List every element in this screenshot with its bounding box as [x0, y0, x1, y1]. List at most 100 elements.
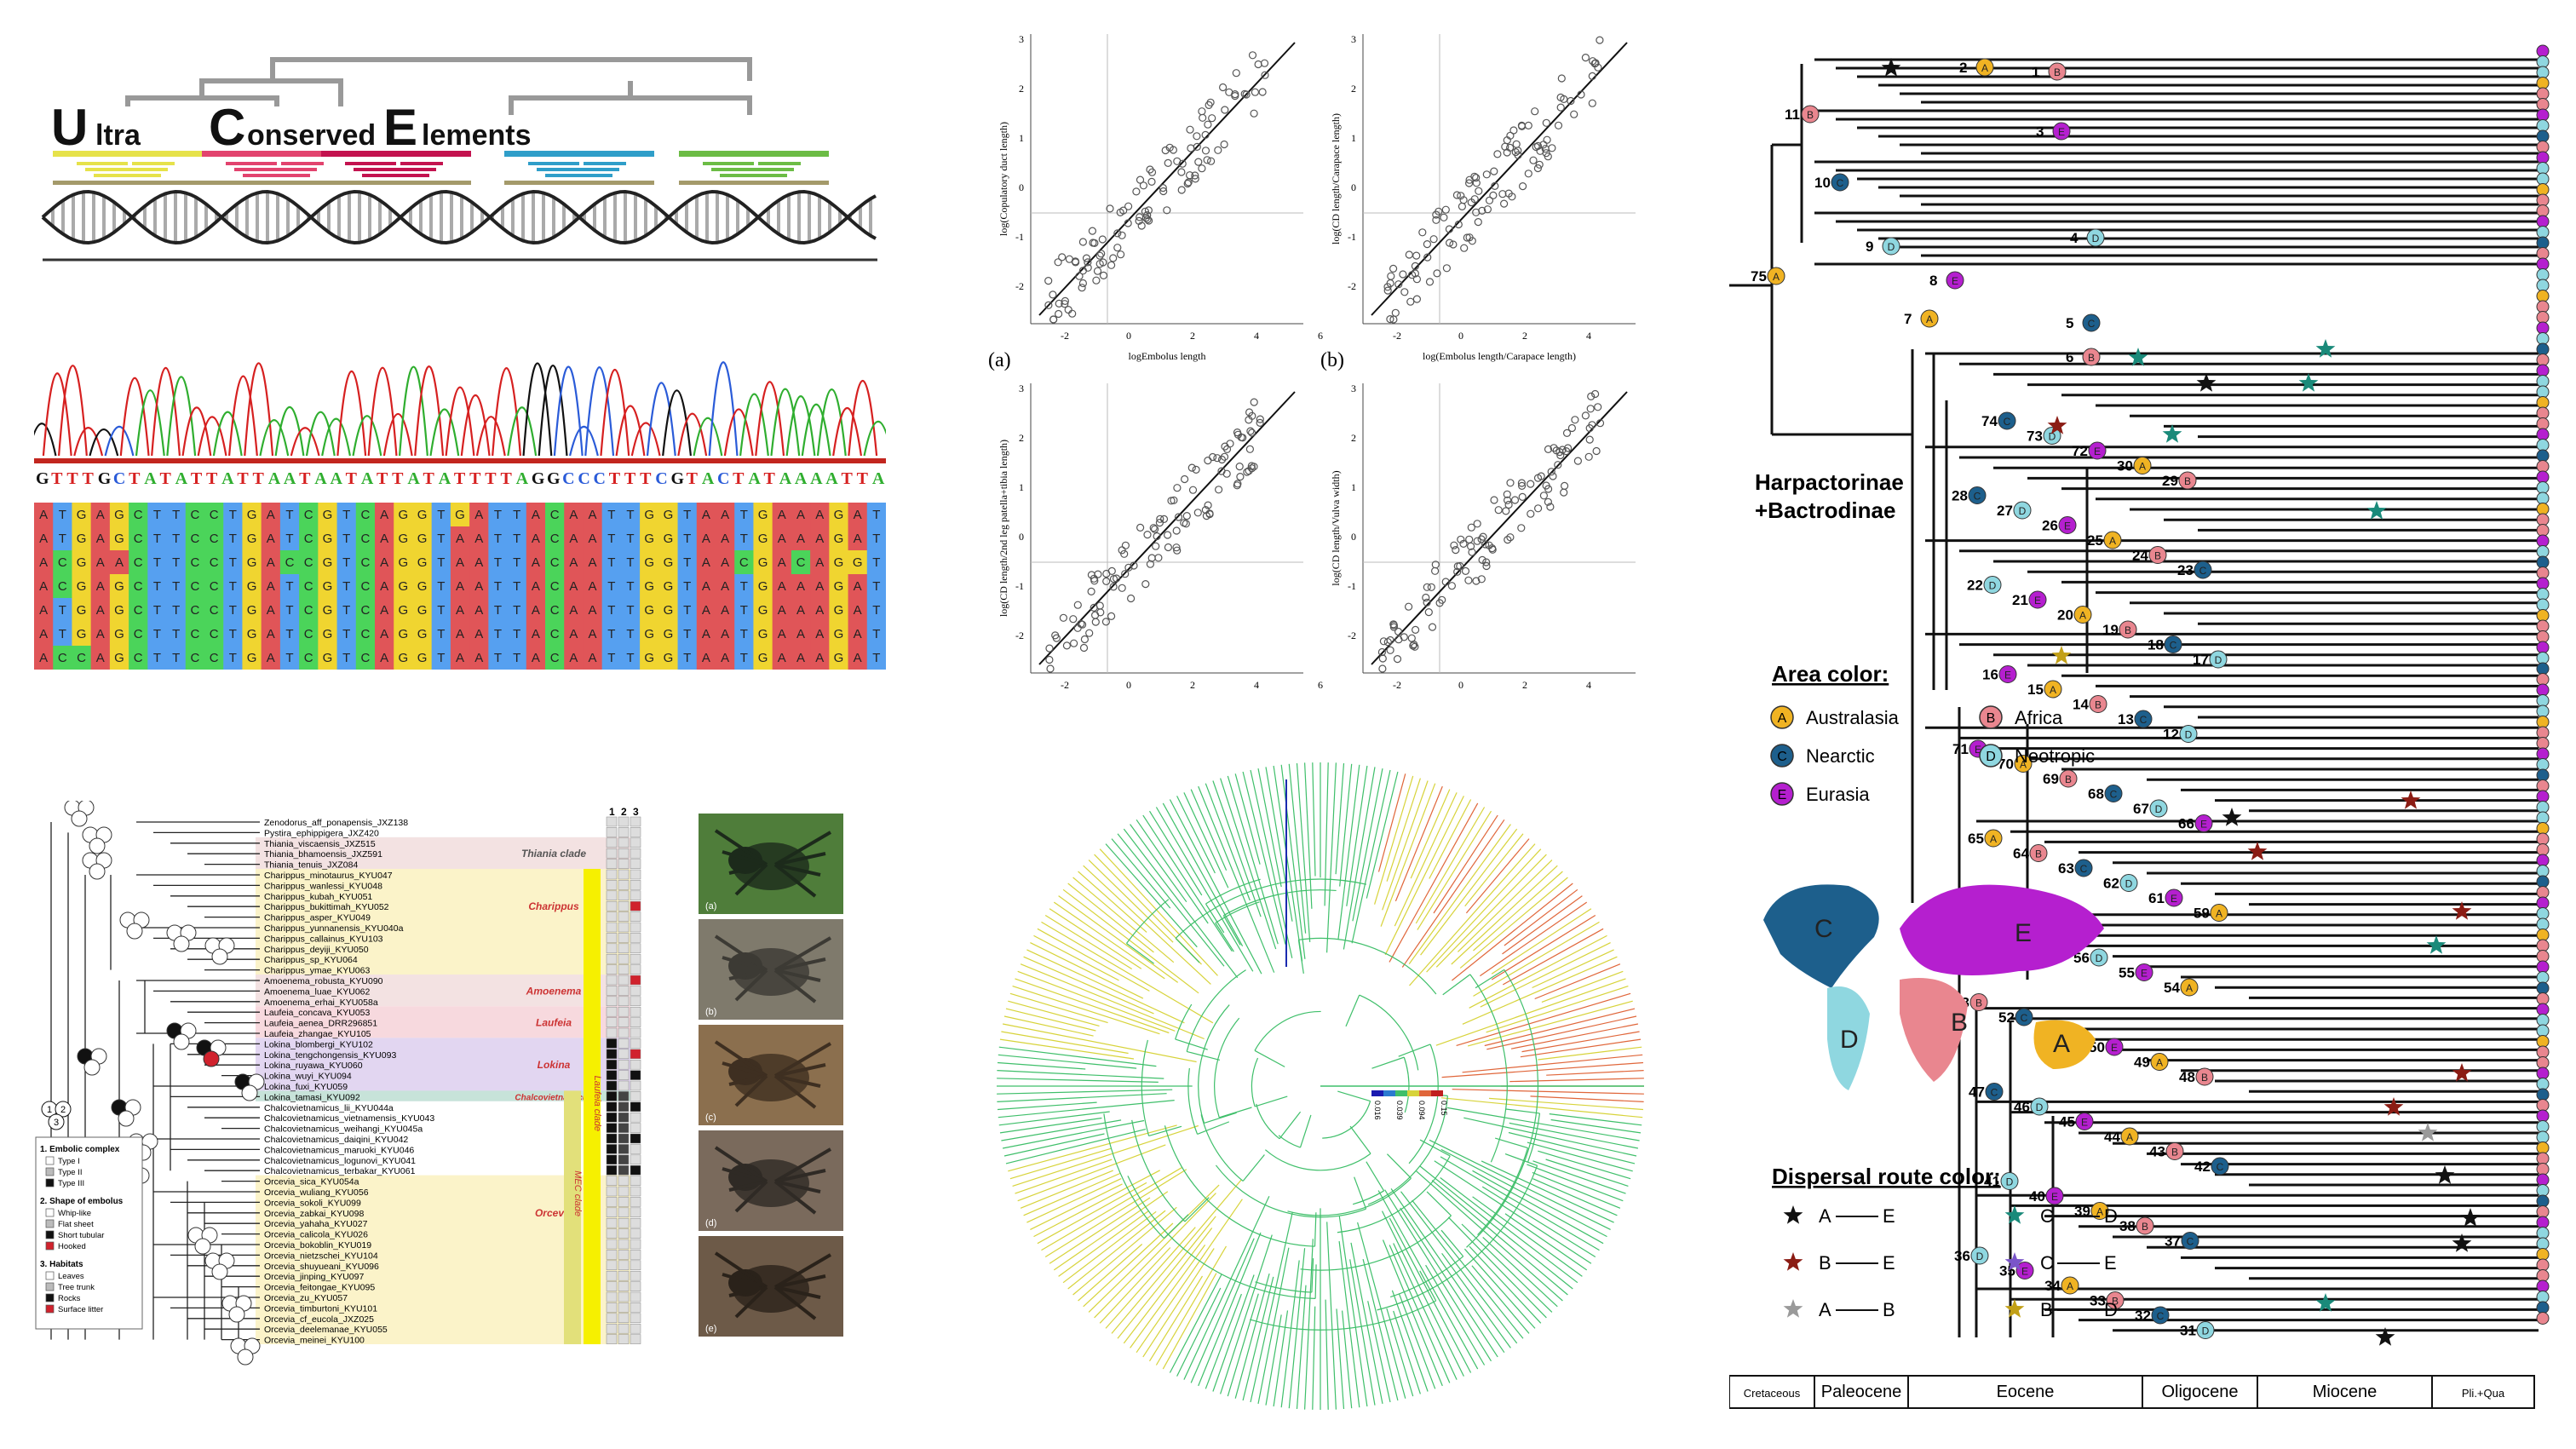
tip-branch — [1459, 877, 1568, 969]
tip-area-dot — [2536, 683, 2550, 697]
y-tick-label: -1 — [1348, 231, 1356, 243]
data-point — [1231, 91, 1239, 101]
alignment-base: T — [607, 532, 615, 546]
data-point — [1220, 140, 1228, 149]
alignment-base: T — [740, 651, 748, 665]
reference-base: G — [98, 469, 112, 488]
alignment-base: T — [229, 579, 237, 594]
reference-base: A — [779, 469, 792, 488]
alignment-base: T — [342, 603, 350, 618]
taxon-label: Orcevia_wuliang_KYU056 — [264, 1187, 369, 1198]
taxon-label: Zenodorus_aff_ponapensis_JXZ138 — [264, 818, 408, 828]
internal-branch — [1419, 1139, 1451, 1157]
data-point — [1124, 202, 1133, 210]
tip-area-dot — [2536, 832, 2550, 846]
alignment-cell — [791, 598, 811, 622]
tip-branch — [997, 1089, 1173, 1095]
alignment-cell — [545, 598, 565, 622]
alignment-cell — [431, 598, 451, 622]
map-australasia — [2033, 1020, 2096, 1069]
column-header: 3 — [633, 806, 639, 818]
alignment-base: G — [323, 603, 333, 618]
scatter-panel: -2 0 2 4 6 -2 -1 0 1 2 3 logEmbolus length log(Copul… — [980, 26, 1655, 721]
tip-branch — [1521, 1031, 1640, 1053]
clade-label: Charippus — [528, 900, 579, 912]
data-point — [1170, 496, 1178, 504]
data-point — [1101, 618, 1111, 626]
alignment-base: G — [114, 532, 124, 546]
trait-cell — [630, 816, 641, 827]
internal-branch — [1419, 1270, 1437, 1302]
tip-area-dot — [2536, 1099, 2550, 1112]
trait-cell — [606, 890, 618, 901]
alignment-cell — [677, 526, 698, 550]
alignment-cell — [658, 503, 679, 526]
reference-base: A — [221, 469, 234, 488]
trait-cell — [606, 827, 618, 837]
data-point — [1442, 264, 1452, 273]
tip-branch — [1339, 763, 1353, 887]
alignment-base: C — [210, 555, 219, 570]
spider-leg — [774, 1169, 826, 1183]
tip-area-dot — [2536, 619, 2550, 633]
node-number: 12 — [2163, 727, 2179, 743]
reference-base: A — [314, 469, 327, 488]
alignment-base: G — [114, 603, 124, 618]
alignment-cell — [583, 550, 603, 574]
data-point — [1136, 175, 1145, 184]
alignment-cell — [677, 574, 698, 598]
tip-branch — [1198, 1232, 1262, 1387]
trait-cell — [606, 1281, 618, 1291]
trait-cell — [630, 943, 641, 954]
alignment-base: T — [740, 603, 748, 618]
trait-cell — [606, 1101, 618, 1113]
data-point — [1073, 601, 1082, 609]
node-area-letter: E — [2200, 819, 2207, 831]
trait-cell — [618, 922, 630, 933]
taxon-label: Charippus_wanlessi_KYU048 — [264, 881, 382, 891]
alignment-base: G — [644, 532, 654, 546]
alignment-base: C — [550, 532, 560, 546]
trait-cell — [618, 1313, 630, 1324]
node-area-letter: B — [2171, 1147, 2178, 1159]
chromatogram-peak — [119, 377, 150, 457]
taxon-label: Lokina_tengchongensis_KYU093 — [264, 1050, 396, 1061]
trait-cell — [606, 859, 618, 869]
legend-swatch — [45, 1156, 55, 1165]
scale-label: 0.016 — [1373, 1101, 1382, 1120]
tip-branch — [1136, 1199, 1243, 1354]
tip-branch — [1471, 1265, 1530, 1334]
data-point — [1049, 290, 1057, 299]
node-area-letter: E — [1975, 744, 1981, 756]
clade-label: Chalcovietnamicus — [515, 1093, 593, 1102]
legend-item: Leaves — [58, 1272, 84, 1281]
uce-read — [570, 174, 612, 177]
data-point — [1428, 623, 1437, 631]
tip-branch — [1390, 1188, 1505, 1354]
tip-branch — [1412, 1199, 1524, 1339]
alignment-cell — [696, 646, 716, 670]
area-legend-title: Area color: — [1772, 661, 1889, 687]
data-point — [1058, 253, 1067, 262]
data-point — [1107, 612, 1116, 620]
alignment-base: A — [267, 555, 275, 570]
trait-cell — [618, 1006, 630, 1017]
timescale-label: Eocene — [1997, 1383, 2055, 1401]
data-point — [1504, 496, 1512, 504]
data-point — [1182, 512, 1191, 520]
node-area-letter: B — [2095, 699, 2102, 711]
spider-leg — [734, 863, 768, 896]
data-point — [1393, 655, 1402, 664]
tip-branch — [1012, 986, 1160, 1035]
alignment-base: G — [323, 555, 333, 570]
alignment-cell — [810, 646, 830, 670]
internal-branch — [1219, 1107, 1252, 1118]
data-point — [1091, 618, 1100, 626]
node-area-dot — [1998, 411, 2016, 430]
trait-cell — [606, 1091, 618, 1101]
tip-area-dot — [2536, 694, 2550, 707]
alignment-base: G — [114, 651, 124, 665]
tip-branch — [1534, 963, 1621, 1000]
tip-area-dot — [2536, 768, 2550, 782]
node-area-letter: B — [2088, 352, 2095, 364]
